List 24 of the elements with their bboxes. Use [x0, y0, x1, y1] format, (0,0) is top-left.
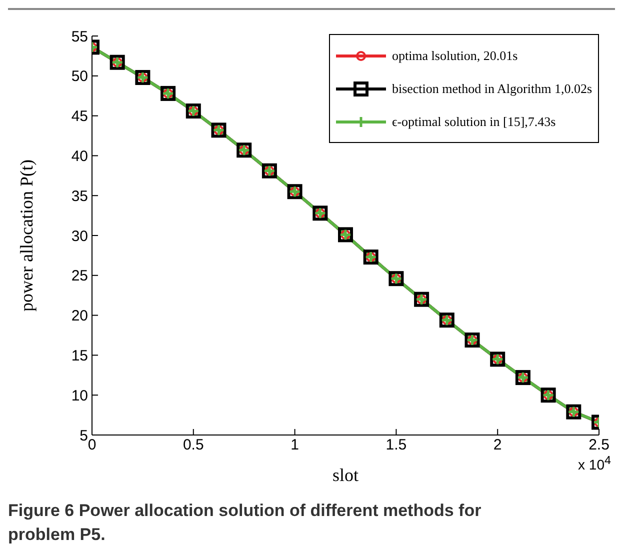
y-tick-label: 20: [71, 308, 88, 325]
y-tick-label: 55: [71, 28, 88, 46]
y-tick-label: 45: [71, 108, 88, 126]
y-tick-label: 10: [71, 387, 88, 404]
y-tick-label: 5: [80, 427, 88, 444]
y-tick-label: 35: [71, 188, 88, 205]
x-tick-label: 1: [290, 436, 299, 454]
x-tick-label: 1.5: [386, 436, 407, 454]
y-tick-label: 50: [71, 68, 88, 86]
legend-label: ϵ-optimal solution in [15],7.43s: [392, 114, 556, 130]
y-tick-label: 25: [71, 268, 88, 285]
x-tick-label: 0: [88, 436, 96, 454]
caption: Figure 6 Power allocation solution of different methods for problem P5.: [8, 500, 482, 546]
y-axis-title: power allocation P(t): [16, 160, 36, 312]
legend-label: optima lsolution, 20.01s: [392, 48, 518, 64]
x-axis-title: slot: [332, 465, 359, 485]
x-tick-label: 2: [493, 436, 502, 454]
x-tick-label: 0.5: [182, 436, 204, 454]
x-tick-label: 2.5: [588, 436, 610, 454]
legend-label: bisection method in Algorithm 1,0.02s: [392, 80, 592, 96]
y-tick-label: 30: [71, 228, 88, 245]
text: x 10$^{4}$: [578, 454, 611, 473]
y-tick-label: 40: [71, 148, 88, 166]
y-tick-label: 15: [71, 348, 88, 365]
